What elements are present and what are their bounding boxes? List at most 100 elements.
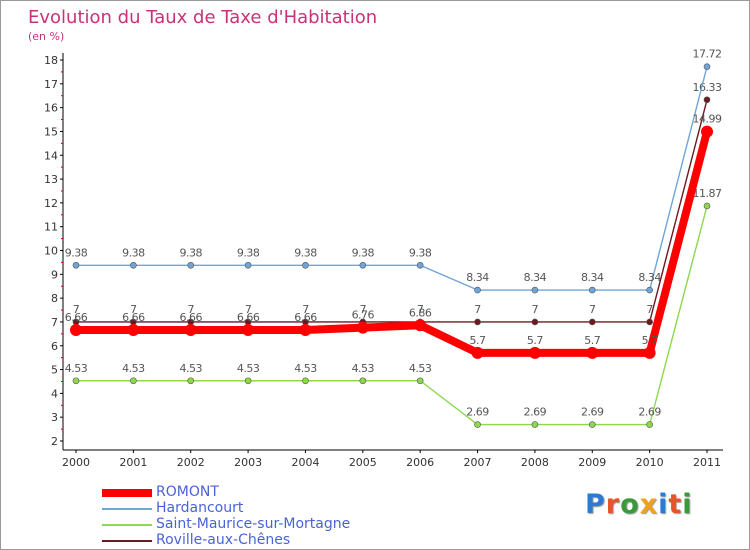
data-label: 5.7 [470, 334, 486, 347]
data-point [531, 318, 539, 326]
data-label: 7 [646, 303, 653, 316]
y-tick-label: 4 [51, 387, 58, 400]
data-point [588, 286, 596, 294]
data-point [643, 346, 656, 359]
data-label: 7 [302, 303, 309, 316]
data-label: 9.38 [352, 246, 375, 259]
y-tick-label: 7 [51, 316, 58, 329]
data-point [416, 377, 424, 385]
data-label: 2.69 [466, 406, 489, 419]
data-label: 7 [360, 303, 367, 316]
data-point [588, 421, 596, 428]
data-point [474, 318, 481, 326]
legend-swatch-hardancourt [102, 508, 152, 510]
y-tick-label: 18 [44, 54, 58, 67]
legend-item-saint-maurice: Saint-Maurice-sur-Mortagne [102, 516, 402, 533]
legend-item-roville: Roville-aux-Chênes [102, 532, 402, 549]
data-point [356, 321, 369, 334]
y-tick-label: 17 [44, 78, 58, 91]
data-label: 7 [187, 303, 194, 316]
y-tick-label: 13 [44, 173, 58, 186]
data-point [299, 324, 312, 337]
legend-label-roville: Roville-aux-Chênes [156, 532, 291, 548]
data-label: 7 [73, 303, 80, 316]
data-point [474, 286, 481, 294]
data-point [72, 261, 80, 269]
data-label: 6.66 [65, 311, 88, 324]
data-point [471, 346, 484, 359]
legend-label-saint-maurice: Saint-Maurice-sur-Mortagne [156, 516, 351, 532]
data-label: 9.38 [122, 246, 145, 259]
legend-label-romont: ROMONT [156, 484, 219, 500]
data-point [703, 202, 711, 210]
data-label: 11.87 [693, 187, 722, 200]
data-label: 2.69 [638, 406, 661, 419]
data-point [187, 261, 195, 269]
data-label: 9.38 [294, 246, 317, 259]
logo-letter: r [605, 489, 621, 520]
data-point [244, 377, 252, 385]
data-label: 17.72 [693, 48, 722, 61]
proxiti-logo: Proxiti [585, 489, 693, 520]
data-label: 7 [417, 303, 424, 316]
data-point [359, 261, 367, 269]
y-tick-label: 2 [51, 435, 58, 448]
data-point [127, 324, 140, 337]
x-tick-label: 2009 [578, 456, 606, 469]
logo-letter: x [639, 489, 659, 520]
data-point [359, 377, 367, 385]
x-tick-label: 2002 [177, 456, 205, 469]
logo-letter: o [620, 489, 640, 520]
data-point [646, 421, 653, 428]
y-tick-label: 9 [51, 268, 58, 281]
logo-letter: i [658, 489, 669, 520]
x-tick-label: 2003 [234, 456, 262, 469]
data-point [703, 96, 711, 104]
data-point [302, 261, 309, 269]
chart-subtitle: (en %) [28, 30, 65, 43]
data-point [703, 63, 711, 70]
data-label: 6.66 [237, 311, 260, 324]
series-line [72, 127, 711, 357]
x-tick-label: 2001 [119, 456, 147, 469]
data-label: 7 [589, 303, 596, 316]
data-label: 14.99 [693, 113, 722, 126]
x-tick-label: 2007 [464, 456, 492, 469]
y-tick-label: 15 [44, 125, 58, 138]
legend-swatch-saint-maurice [102, 524, 152, 526]
chart-title: Evolution du Taux de Taxe d'Habitation [28, 7, 378, 28]
data-label: 8.34 [524, 271, 547, 284]
data-label: 2.69 [581, 406, 604, 419]
data-label: 2.69 [524, 406, 547, 419]
y-tick-label: 8 [51, 292, 58, 305]
x-tick-label: 2005 [349, 456, 377, 469]
data-point [646, 318, 653, 326]
logo-letter: P [585, 489, 606, 520]
data-point [474, 421, 481, 428]
series-line [75, 99, 708, 323]
x-tick-label: 2010 [636, 456, 664, 469]
data-label: 9.38 [237, 246, 260, 259]
data-point [588, 318, 596, 326]
data-point [586, 346, 599, 359]
data-point [531, 421, 539, 428]
logo-letter: t [668, 489, 683, 520]
legend: ROMONT Hardancourt Saint-Maurice-sur-Mor… [102, 484, 402, 549]
data-label: 6.76 [352, 309, 375, 322]
data-label: 6.66 [179, 311, 202, 324]
data-point [184, 324, 197, 337]
legend-swatch-roville [102, 540, 152, 542]
data-label: 9.38 [65, 246, 88, 259]
y-tick-label: 6 [51, 340, 58, 353]
data-point [242, 324, 255, 337]
y-tick-label: 10 [44, 245, 58, 258]
logo-letter: i [682, 489, 693, 520]
x-tick-label: 2000 [62, 456, 90, 469]
data-label: 4.53 [294, 362, 317, 375]
data-label: 6.86 [409, 306, 432, 319]
data-label: 4.53 [65, 362, 88, 375]
data-label: 4.53 [352, 362, 375, 375]
y-tick-label: 3 [51, 411, 58, 424]
y-tick-label: 12 [44, 197, 58, 210]
